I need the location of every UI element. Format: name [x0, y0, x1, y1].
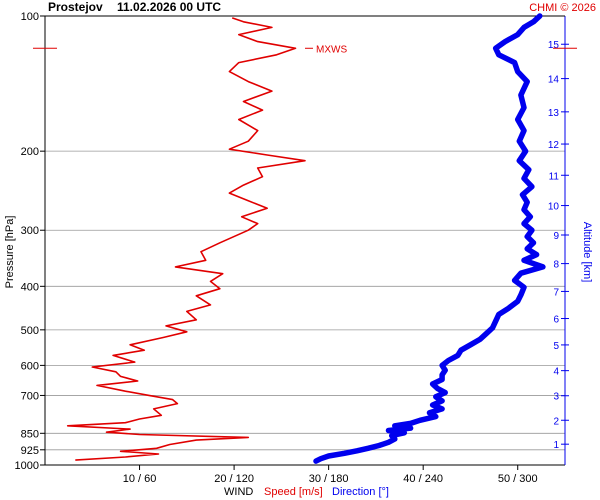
max-wind-label: MXWS	[316, 44, 347, 55]
wind-tick-label: 30 / 180	[309, 473, 349, 485]
altitude-tick-label: 15	[548, 40, 560, 51]
altitude-tick-label: 12	[548, 140, 560, 151]
credit-label: CHMI © 2026	[529, 2, 596, 14]
wind-tick-label: 40 / 240	[403, 473, 443, 485]
pressure-tick-label: 100	[21, 11, 39, 23]
datetime-title: 11.02.2026 00 UTC	[117, 0, 221, 14]
altitude-tick-label: 7	[553, 287, 559, 298]
speed-line	[66, 17, 306, 461]
pressure-tick-label: 850	[21, 428, 39, 440]
altitude-tick-label: 6	[553, 315, 559, 326]
pressure-tick-label: 600	[21, 360, 39, 372]
max-wind-marker: MXWS	[33, 44, 577, 55]
pressure-tick-label: 500	[21, 325, 39, 337]
altitude-tick-label: 14	[548, 75, 560, 86]
direction-axis-label: Direction [°]	[332, 486, 389, 498]
pressure-tick-label: 300	[21, 225, 39, 237]
plot-axes	[40, 15, 569, 470]
altitude-tick-label: 1	[553, 440, 559, 451]
wind-tick-label: 10 / 60	[123, 473, 157, 485]
pressure-tick-label: 1000	[15, 460, 39, 472]
wind-tick-label: 50 / 300	[498, 473, 538, 485]
pressure-tick-labels: 100 200 300 400 500 600 700 850 925 1000	[15, 11, 39, 472]
wind-tick-labels: 10 / 60 20 / 120 30 / 180 40 / 240 50 / 300	[123, 473, 538, 485]
altitude-tick-label: 8	[553, 260, 559, 271]
altitude-tick-label: 11	[549, 171, 560, 182]
altitude-tick-label: 10	[548, 202, 560, 213]
direction-line	[313, 13, 546, 464]
wind-tick-label: 20 / 120	[214, 473, 254, 485]
station-title: Prostejov	[48, 0, 103, 14]
pressure-tick-label: 200	[21, 146, 39, 158]
speed-series	[66, 17, 306, 461]
pressure-tick-label: 700	[21, 390, 39, 402]
altitude-tick-label: 4	[553, 367, 559, 378]
altitude-tick-label: 2	[553, 416, 559, 427]
pressure-axis-title: Pressure [hPa]	[4, 216, 16, 289]
direction-series	[313, 13, 546, 464]
pressure-tick-label: 400	[21, 281, 39, 293]
altitude-tick-label: 5	[553, 341, 559, 352]
speed-axis-label: Speed [m/s]	[264, 486, 323, 498]
pressure-tick-label: 925	[21, 445, 39, 457]
altitude-tick-label: 13	[548, 108, 560, 119]
wind-axis-prefix: WIND	[224, 486, 253, 498]
altitude-tick-label: 9	[553, 231, 559, 242]
altitude-tick-label: 3	[553, 392, 559, 403]
altitude-axis-title: Altitude [km]	[581, 222, 593, 283]
